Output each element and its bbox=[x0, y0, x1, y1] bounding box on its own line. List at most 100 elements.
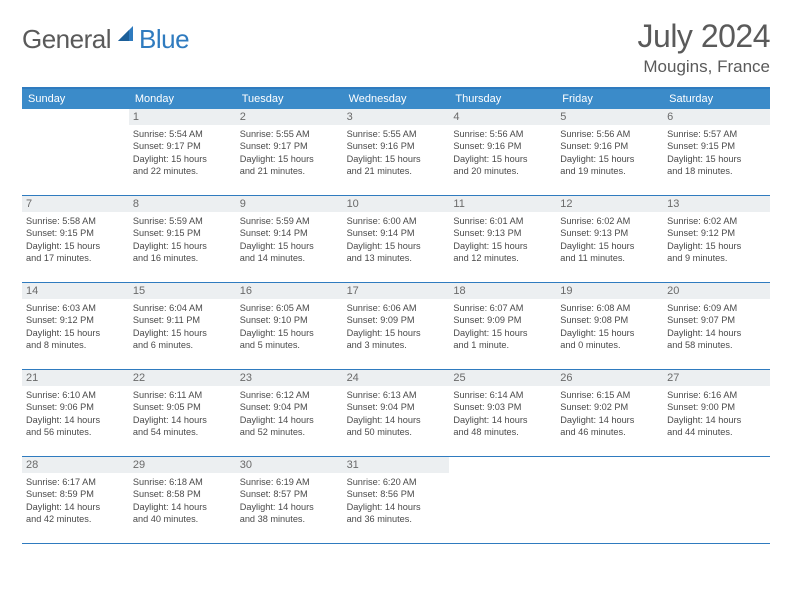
sunrise-line: Sunrise: 6:06 AM bbox=[347, 302, 446, 314]
sunset-line: Sunset: 9:13 PM bbox=[560, 227, 659, 239]
daylight-line-1: Daylight: 15 hours bbox=[26, 327, 125, 339]
daylight-line-2: and 1 minute. bbox=[453, 339, 552, 351]
daylight-line-2: and 44 minutes. bbox=[667, 426, 766, 438]
daylight-line-1: Daylight: 15 hours bbox=[560, 153, 659, 165]
sunset-line: Sunset: 9:13 PM bbox=[453, 227, 552, 239]
sunrise-line: Sunrise: 6:01 AM bbox=[453, 215, 552, 227]
day-number: 20 bbox=[663, 283, 770, 299]
sunset-line: Sunset: 9:14 PM bbox=[240, 227, 339, 239]
sunrise-line: Sunrise: 6:12 AM bbox=[240, 389, 339, 401]
daylight-line-1: Daylight: 15 hours bbox=[347, 153, 446, 165]
calendar-grid: Sunday Monday Tuesday Wednesday Thursday… bbox=[22, 87, 770, 544]
daylight-line-1: Daylight: 15 hours bbox=[453, 327, 552, 339]
day-cell: 31Sunrise: 6:20 AMSunset: 8:56 PMDayligh… bbox=[343, 457, 450, 543]
sunset-line: Sunset: 8:56 PM bbox=[347, 488, 446, 500]
sunrise-line: Sunrise: 6:05 AM bbox=[240, 302, 339, 314]
day-cell: 19Sunrise: 6:08 AMSunset: 9:08 PMDayligh… bbox=[556, 283, 663, 369]
sunrise-line: Sunrise: 6:07 AM bbox=[453, 302, 552, 314]
day-number: 26 bbox=[556, 370, 663, 386]
sunrise-line: Sunrise: 5:57 AM bbox=[667, 128, 766, 140]
sunset-line: Sunset: 8:57 PM bbox=[240, 488, 339, 500]
day-number: 22 bbox=[129, 370, 236, 386]
sunset-line: Sunset: 9:15 PM bbox=[133, 227, 232, 239]
daylight-line-2: and 18 minutes. bbox=[667, 165, 766, 177]
logo: General Blue bbox=[22, 18, 189, 55]
sunrise-line: Sunrise: 6:11 AM bbox=[133, 389, 232, 401]
daylight-line-2: and 3 minutes. bbox=[347, 339, 446, 351]
sunset-line: Sunset: 9:04 PM bbox=[347, 401, 446, 413]
day-number: 6 bbox=[663, 109, 770, 125]
sunset-line: Sunset: 9:00 PM bbox=[667, 401, 766, 413]
daylight-line-2: and 6 minutes. bbox=[133, 339, 232, 351]
daylight-line-1: Daylight: 14 hours bbox=[667, 414, 766, 426]
day-cell bbox=[556, 457, 663, 543]
daylight-line-1: Daylight: 14 hours bbox=[347, 501, 446, 513]
sunset-line: Sunset: 9:06 PM bbox=[26, 401, 125, 413]
day-number: 4 bbox=[449, 109, 556, 125]
day-cell: 20Sunrise: 6:09 AMSunset: 9:07 PMDayligh… bbox=[663, 283, 770, 369]
day-cell: 14Sunrise: 6:03 AMSunset: 9:12 PMDayligh… bbox=[22, 283, 129, 369]
empty-day bbox=[560, 457, 659, 473]
day-cell bbox=[449, 457, 556, 543]
weekday-saturday: Saturday bbox=[663, 89, 770, 109]
day-cell: 23Sunrise: 6:12 AMSunset: 9:04 PMDayligh… bbox=[236, 370, 343, 456]
day-cell: 18Sunrise: 6:07 AMSunset: 9:09 PMDayligh… bbox=[449, 283, 556, 369]
sunrise-line: Sunrise: 6:00 AM bbox=[347, 215, 446, 227]
empty-day bbox=[453, 457, 552, 473]
day-number: 23 bbox=[236, 370, 343, 386]
day-number: 25 bbox=[449, 370, 556, 386]
daylight-line-2: and 52 minutes. bbox=[240, 426, 339, 438]
sunset-line: Sunset: 9:02 PM bbox=[560, 401, 659, 413]
day-number: 21 bbox=[22, 370, 129, 386]
sunset-line: Sunset: 9:08 PM bbox=[560, 314, 659, 326]
day-number: 11 bbox=[449, 196, 556, 212]
sunset-line: Sunset: 8:58 PM bbox=[133, 488, 232, 500]
daylight-line-1: Daylight: 14 hours bbox=[133, 501, 232, 513]
day-cell bbox=[22, 109, 129, 195]
daylight-line-2: and 48 minutes. bbox=[453, 426, 552, 438]
daylight-line-2: and 11 minutes. bbox=[560, 252, 659, 264]
day-cell: 29Sunrise: 6:18 AMSunset: 8:58 PMDayligh… bbox=[129, 457, 236, 543]
sunrise-line: Sunrise: 6:10 AM bbox=[26, 389, 125, 401]
day-number: 19 bbox=[556, 283, 663, 299]
day-cell: 13Sunrise: 6:02 AMSunset: 9:12 PMDayligh… bbox=[663, 196, 770, 282]
sunrise-line: Sunrise: 6:02 AM bbox=[560, 215, 659, 227]
daylight-line-1: Daylight: 14 hours bbox=[240, 501, 339, 513]
day-number: 8 bbox=[129, 196, 236, 212]
day-cell: 1Sunrise: 5:54 AMSunset: 9:17 PMDaylight… bbox=[129, 109, 236, 195]
daylight-line-1: Daylight: 15 hours bbox=[453, 240, 552, 252]
sunset-line: Sunset: 9:07 PM bbox=[667, 314, 766, 326]
daylight-line-1: Daylight: 15 hours bbox=[240, 240, 339, 252]
daylight-line-1: Daylight: 15 hours bbox=[240, 153, 339, 165]
day-cell: 9Sunrise: 5:59 AMSunset: 9:14 PMDaylight… bbox=[236, 196, 343, 282]
daylight-line-2: and 20 minutes. bbox=[453, 165, 552, 177]
day-number: 28 bbox=[22, 457, 129, 473]
day-number: 18 bbox=[449, 283, 556, 299]
empty-day bbox=[667, 457, 766, 473]
daylight-line-2: and 16 minutes. bbox=[133, 252, 232, 264]
daylight-line-1: Daylight: 15 hours bbox=[453, 153, 552, 165]
daylight-line-1: Daylight: 14 hours bbox=[667, 327, 766, 339]
daylight-line-2: and 22 minutes. bbox=[133, 165, 232, 177]
daylight-line-2: and 8 minutes. bbox=[26, 339, 125, 351]
day-cell: 7Sunrise: 5:58 AMSunset: 9:15 PMDaylight… bbox=[22, 196, 129, 282]
daylight-line-2: and 40 minutes. bbox=[133, 513, 232, 525]
sunrise-line: Sunrise: 6:02 AM bbox=[667, 215, 766, 227]
sunrise-line: Sunrise: 6:14 AM bbox=[453, 389, 552, 401]
week-row: 7Sunrise: 5:58 AMSunset: 9:15 PMDaylight… bbox=[22, 196, 770, 283]
weekday-thursday: Thursday bbox=[449, 89, 556, 109]
sunrise-line: Sunrise: 6:17 AM bbox=[26, 476, 125, 488]
sunrise-line: Sunrise: 6:20 AM bbox=[347, 476, 446, 488]
day-number: 1 bbox=[129, 109, 236, 125]
sunset-line: Sunset: 9:16 PM bbox=[560, 140, 659, 152]
daylight-line-2: and 21 minutes. bbox=[240, 165, 339, 177]
location-label: Mougins, France bbox=[638, 57, 770, 77]
weekday-sunday: Sunday bbox=[22, 89, 129, 109]
daylight-line-1: Daylight: 14 hours bbox=[347, 414, 446, 426]
daylight-line-2: and 0 minutes. bbox=[560, 339, 659, 351]
day-number: 14 bbox=[22, 283, 129, 299]
sunset-line: Sunset: 9:15 PM bbox=[26, 227, 125, 239]
day-number: 7 bbox=[22, 196, 129, 212]
daylight-line-2: and 17 minutes. bbox=[26, 252, 125, 264]
sunrise-line: Sunrise: 6:04 AM bbox=[133, 302, 232, 314]
